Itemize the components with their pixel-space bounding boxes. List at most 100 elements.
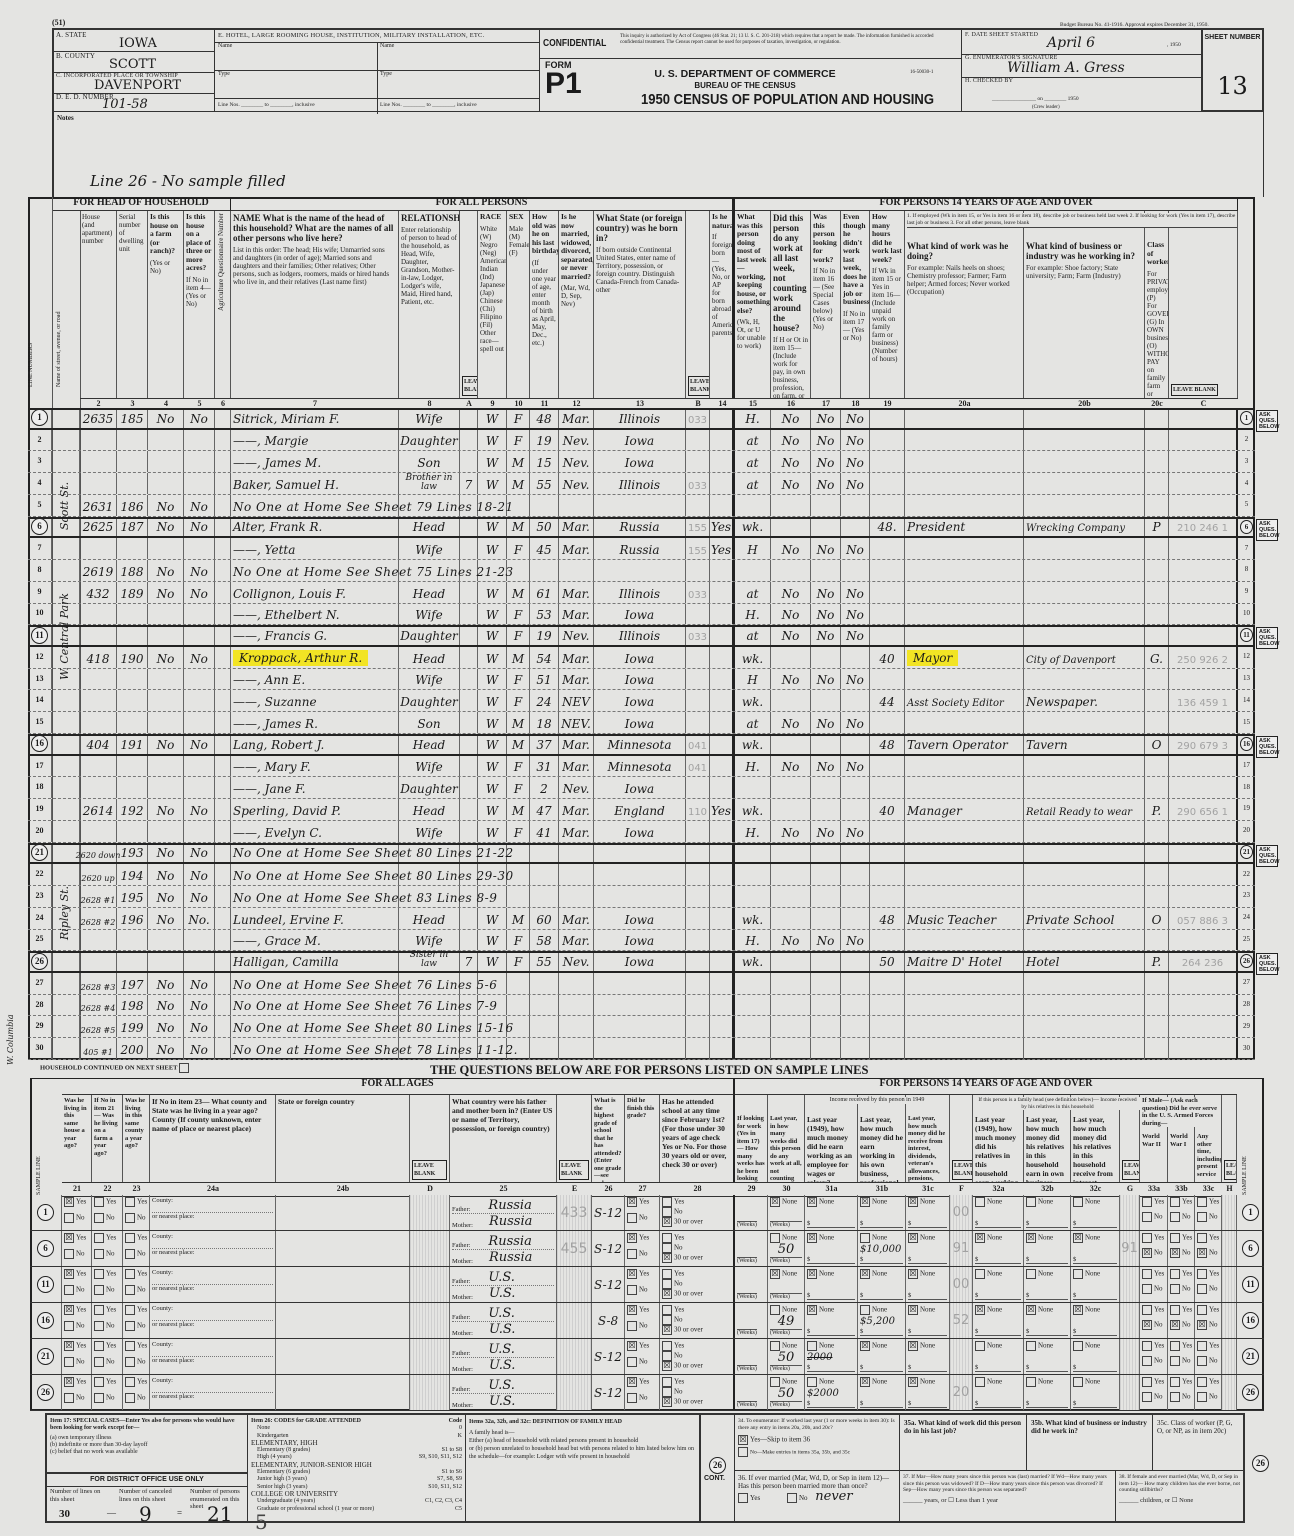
q33a-yes[interactable]: Yes	[1142, 1269, 1165, 1279]
q27-no[interactable]: No	[627, 1285, 657, 1295]
q28-30-or-over[interactable]: ☒ 30 or over	[662, 1289, 731, 1299]
business-income-1949-none[interactable]: ☒ None	[860, 1269, 903, 1279]
q22-yes-checkbox[interactable]	[94, 1377, 104, 1387]
q21-yes[interactable]: ☒ Yes	[64, 1233, 89, 1243]
q30-none[interactable]: None	[770, 1305, 802, 1315]
q28-no[interactable]: No	[662, 1279, 731, 1289]
q22-no[interactable]: No	[94, 1285, 120, 1295]
family-other-income-none[interactable]: ☒ None	[1073, 1233, 1117, 1243]
business-income-1949-none[interactable]: ☒ None	[860, 1377, 903, 1387]
business-income-1949-none-checkbox[interactable]: ☒	[860, 1197, 870, 1207]
q33b-no[interactable]: ☒ No	[1170, 1320, 1192, 1330]
q33a-no[interactable]: ☒ No	[1142, 1248, 1165, 1258]
q27-no-checkbox[interactable]	[627, 1249, 637, 1259]
family-other-income-none[interactable]: None	[1073, 1269, 1117, 1279]
q33b-no-checkbox[interactable]	[1170, 1212, 1180, 1222]
family-business-income-none-checkbox[interactable]: ☒	[1026, 1305, 1036, 1315]
q34-yes-checkbox[interactable]: ☒	[738, 1435, 748, 1445]
q33b-yes-checkbox[interactable]	[1170, 1377, 1180, 1387]
q27-yes-checkbox[interactable]: ☒	[627, 1341, 637, 1351]
other-income-1949-none[interactable]: ☒ None	[908, 1269, 947, 1279]
q33c-yes-checkbox[interactable]	[1197, 1269, 1207, 1279]
q28-30-or-over-checkbox[interactable]: ☒	[662, 1253, 672, 1263]
wages-1949-none-checkbox[interactable]	[807, 1377, 817, 1387]
wages-1949-none-checkbox[interactable]: ☒	[807, 1197, 817, 1207]
wages-1949-none-checkbox[interactable]: ☒	[807, 1233, 817, 1243]
q22-yes-checkbox[interactable]	[94, 1305, 104, 1315]
q33a-no-checkbox[interactable]	[1142, 1392, 1152, 1402]
q33a-no-checkbox[interactable]	[1142, 1212, 1152, 1222]
wages-1949-none[interactable]: None	[807, 1341, 855, 1351]
q28-no[interactable]: No	[662, 1243, 731, 1253]
q21-yes-checkbox[interactable]: ☒	[64, 1341, 74, 1351]
q28-yes-checkbox[interactable]	[662, 1197, 672, 1207]
q33b-yes[interactable]: Yes	[1170, 1377, 1192, 1387]
q21-no-checkbox[interactable]	[64, 1249, 74, 1259]
business-income-1949-none-checkbox[interactable]: ☒	[860, 1377, 870, 1387]
q28-30-or-over-checkbox[interactable]: ☒	[662, 1325, 672, 1335]
other-income-1949-none[interactable]: ☒ None	[908, 1341, 947, 1351]
q23-no-checkbox[interactable]	[125, 1285, 135, 1295]
q28-30-or-over[interactable]: ☒ 30 or over	[662, 1217, 731, 1227]
q28-no-checkbox[interactable]	[662, 1279, 672, 1289]
family-business-income-none[interactable]: None	[1026, 1377, 1068, 1387]
q30-none-checkbox[interactable]	[770, 1341, 780, 1351]
q33a-no-checkbox[interactable]	[1142, 1284, 1152, 1294]
q21-no-checkbox[interactable]	[64, 1285, 74, 1295]
q23-no[interactable]: No	[125, 1213, 147, 1223]
family-business-income-none[interactable]: ☒ None	[1026, 1233, 1068, 1243]
family-wages-none[interactable]: None	[975, 1341, 1021, 1351]
q33a-yes-checkbox[interactable]	[1142, 1305, 1152, 1315]
q28-no[interactable]: No	[662, 1387, 731, 1397]
q21-no-checkbox[interactable]	[64, 1213, 74, 1223]
q33c-no[interactable]: No	[1197, 1356, 1219, 1366]
business-income-1949-none[interactable]: ☒ None	[860, 1341, 903, 1351]
other-income-1949-none-checkbox[interactable]: ☒	[908, 1305, 918, 1315]
q33c-no-checkbox[interactable]: ☒	[1197, 1320, 1207, 1330]
q28-30-or-over[interactable]: ☒ 30 or over	[662, 1361, 731, 1371]
q30-none-checkbox[interactable]	[770, 1377, 780, 1387]
q30-none-checkbox[interactable]	[770, 1305, 780, 1315]
q28-30-or-over-checkbox[interactable]: ☒	[662, 1289, 672, 1299]
q22-no-checkbox[interactable]	[94, 1321, 104, 1331]
q33a-yes[interactable]: Yes	[1142, 1377, 1165, 1387]
q33c-yes[interactable]: Yes	[1197, 1377, 1219, 1387]
q33a-no-checkbox[interactable]: ☒	[1142, 1248, 1152, 1258]
q28-yes-checkbox[interactable]	[662, 1377, 672, 1387]
q22-no-checkbox[interactable]	[94, 1393, 104, 1403]
wages-1949-none-checkbox[interactable]	[807, 1341, 817, 1351]
q28-30-or-over[interactable]: ☒ 30 or over	[662, 1325, 731, 1335]
q28-no-checkbox[interactable]	[662, 1387, 672, 1397]
q33b-yes-checkbox[interactable]	[1170, 1197, 1180, 1207]
wages-1949-none[interactable]: ☒ None	[807, 1269, 855, 1279]
q28-30-or-over[interactable]: ☒ 30 or over	[662, 1397, 731, 1407]
q33c-yes-checkbox[interactable]	[1197, 1233, 1207, 1243]
q33a-yes-checkbox[interactable]	[1142, 1377, 1152, 1387]
q27-no[interactable]: No	[627, 1393, 657, 1403]
q33a-no[interactable]: No	[1142, 1284, 1165, 1294]
other-income-1949-none-checkbox[interactable]: ☒	[908, 1233, 918, 1243]
family-other-income-none-checkbox[interactable]: ☒	[1073, 1305, 1083, 1315]
family-business-income-none[interactable]: None	[1026, 1341, 1068, 1351]
family-other-income-none[interactable]: None	[1073, 1377, 1117, 1387]
q27-no-checkbox[interactable]	[627, 1285, 637, 1295]
q28-yes[interactable]: Yes	[662, 1341, 731, 1351]
q28-yes-checkbox[interactable]	[662, 1305, 672, 1315]
q33c-no[interactable]: No	[1197, 1392, 1219, 1402]
family-other-income-none[interactable]: None	[1073, 1341, 1117, 1351]
q21-yes[interactable]: ☒ Yes	[64, 1269, 89, 1279]
q22-yes[interactable]: Yes	[94, 1305, 120, 1315]
q22-yes[interactable]: Yes	[94, 1269, 120, 1279]
q22-no-checkbox[interactable]	[94, 1285, 104, 1295]
q33a-yes-checkbox[interactable]	[1142, 1269, 1152, 1279]
q33c-no[interactable]: No	[1197, 1284, 1219, 1294]
q30-none[interactable]: ☒ None	[770, 1269, 802, 1279]
q23-no[interactable]: No	[125, 1249, 147, 1259]
q33a-yes-checkbox[interactable]	[1142, 1197, 1152, 1207]
q27-yes[interactable]: ☒ Yes	[627, 1377, 657, 1387]
q33a-yes-checkbox[interactable]	[1142, 1341, 1152, 1351]
family-business-income-none-checkbox[interactable]	[1026, 1377, 1036, 1387]
q23-yes[interactable]: Yes	[125, 1233, 147, 1243]
q21-no[interactable]: No	[64, 1213, 89, 1223]
q36-yes-checkbox[interactable]	[738, 1493, 748, 1504]
